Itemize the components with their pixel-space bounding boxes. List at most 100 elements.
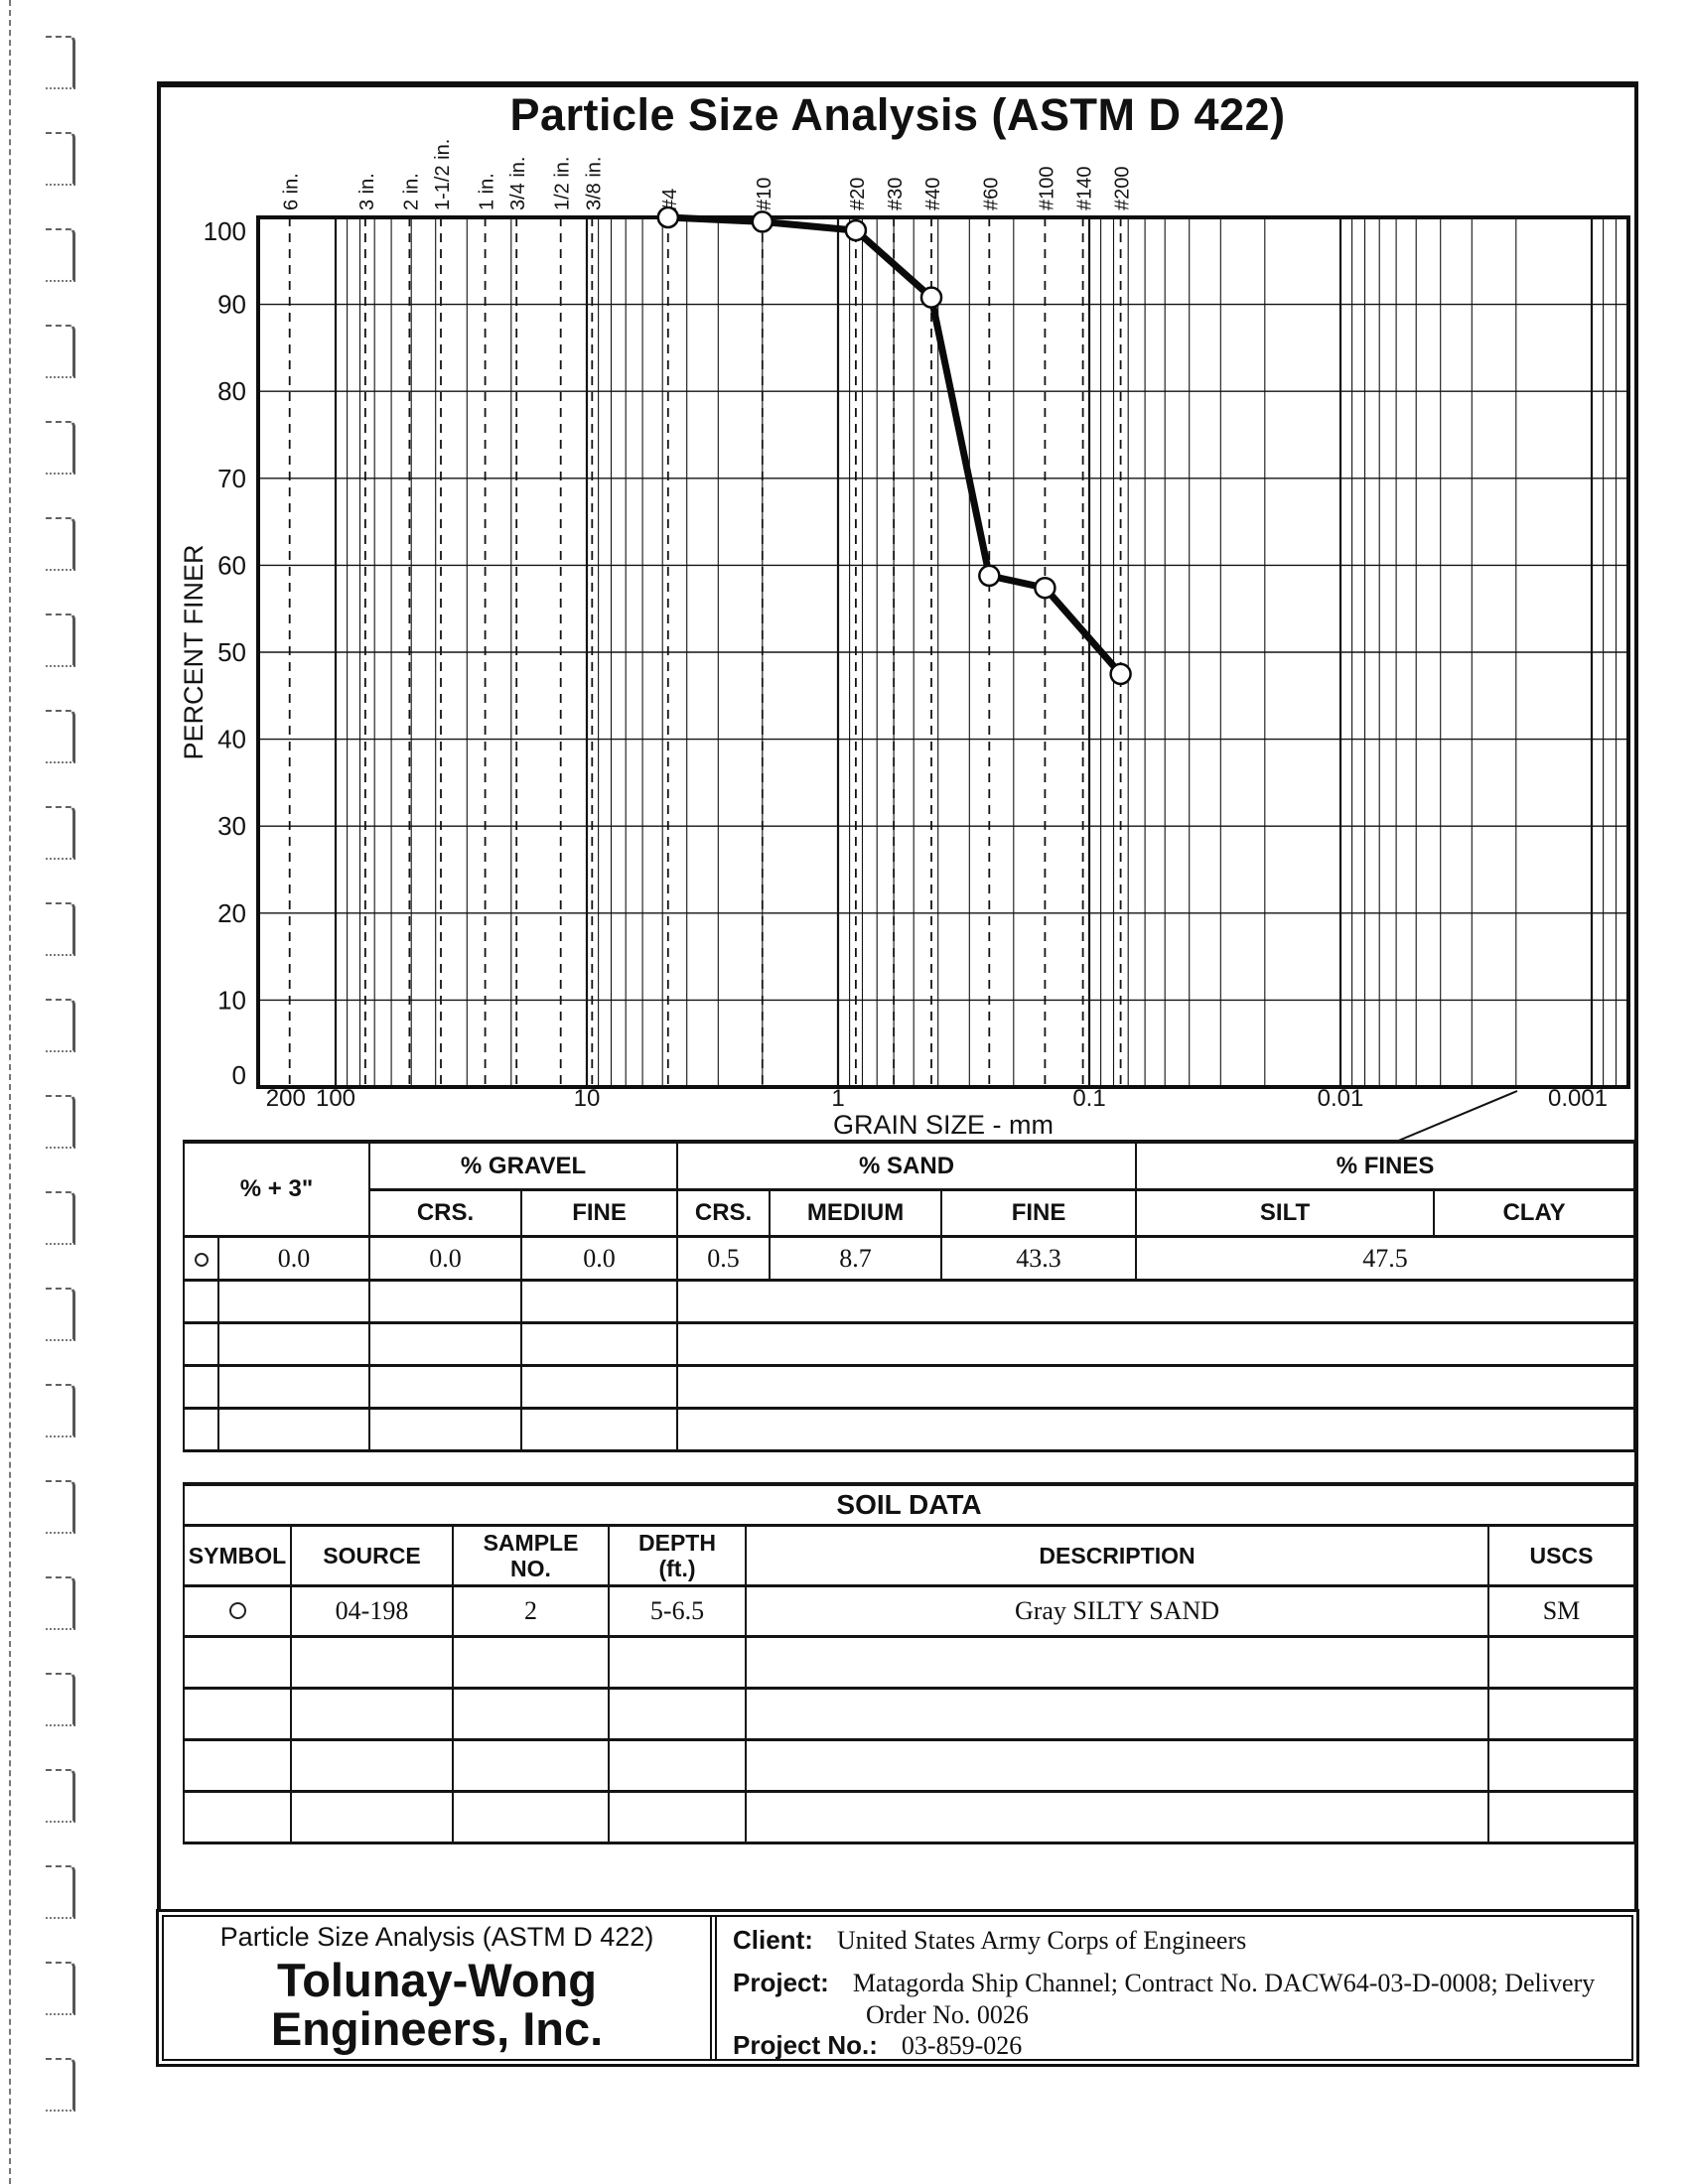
- soil-data-header-row: SYMBOL SOURCE SAMPLE NO. DEPTH (ft.) DES…: [183, 1524, 1636, 1587]
- sieve-label: #200: [1112, 167, 1134, 211]
- soil-data-table: SOIL DATA SYMBOL SOURCE SAMPLE NO. DEPTH…: [182, 1482, 1636, 1844]
- binder-hole-mark: [46, 902, 75, 956]
- project-no-value: 03-859-026: [901, 2031, 1023, 2060]
- sieve-label: 2 in.: [400, 173, 422, 210]
- sieve-label: 1/2 in.: [552, 157, 574, 210]
- plus3-header: % + 3": [182, 1140, 371, 1238]
- binder-hole-mark: [46, 1962, 75, 2015]
- plus3-value: 0.0: [216, 1235, 371, 1282]
- sieve-label: #100: [1036, 167, 1057, 211]
- project-row: Project: Matagorda Ship Channel; Contrac…: [733, 1968, 1620, 1998]
- sieve-label: #140: [1074, 167, 1096, 211]
- sieve-label: #40: [922, 178, 944, 210]
- symbol-header: SYMBOL: [183, 1524, 292, 1587]
- y-axis-tick-labels: 0 10 20 30 40 50 60 70 80 90 100: [204, 216, 246, 1090]
- sand-crs-value: 0.5: [676, 1235, 772, 1282]
- sieve-lines: 6 in. 3 in. 2 in. 1-1/2 in. 1 in. 3/4 in. 1/2 …: [281, 139, 1134, 1087]
- sieve-label: #4: [659, 189, 681, 210]
- fines-silt-header: SILT: [1135, 1188, 1436, 1238]
- binder-hole-mark: [46, 806, 75, 860]
- fractions-subheader-row: CRS. FINE CRS. MEDIUM FINE SILT CLAY: [184, 1188, 1636, 1238]
- uscs-value: SM: [1486, 1584, 1636, 1638]
- sand-crs-header: CRS.: [676, 1188, 772, 1238]
- fractions-empty-row: [183, 1407, 1636, 1452]
- y-axis-title: PERCENT FINER: [179, 544, 209, 759]
- sand-fine-header: FINE: [940, 1188, 1138, 1238]
- client-value: United States Army Corps of Engineers: [836, 1926, 1247, 1955]
- fractions-table: % + 3" % GRAVEL % SAND % FINES CRS. FINE…: [182, 1140, 1636, 1452]
- soil-empty-row: [183, 1790, 1636, 1844]
- binder-hole-mark: [46, 1384, 75, 1437]
- particle-size-chart: 6 in. 3 in. 2 in. 1-1/2 in. 1 in. 3/4 in. 1/2 …: [179, 139, 1630, 1143]
- svg-text:50: 50: [217, 637, 246, 667]
- x-axis-tick-labels: 200 100 10 1 0.1 0.01 0.001: [266, 1085, 1608, 1112]
- sieve-label: 3/4 in.: [507, 157, 529, 210]
- svg-text:10: 10: [574, 1085, 601, 1112]
- binder-edge-line: [9, 0, 11, 2184]
- project-no-label: Project No.:: [733, 2030, 878, 2060]
- fractions-header-row: % + 3" % GRAVEL % SAND % FINES: [182, 1140, 1636, 1238]
- svg-text:70: 70: [217, 464, 246, 493]
- sand-header: % SAND: [676, 1140, 1138, 1191]
- page-title: Particle Size Analysis (ASTM D 422): [509, 89, 1286, 140]
- binder-hole-mark: [46, 1576, 75, 1630]
- project-panel: Client: United States Army Corps of Engi…: [717, 1917, 1631, 2061]
- svg-text:60: 60: [217, 550, 246, 580]
- client-label: Client:: [733, 1925, 813, 1955]
- sample-no-header: SAMPLE NO.: [452, 1524, 610, 1587]
- gravel-crs-header: CRS.: [368, 1188, 523, 1238]
- sand-medium-value: 8.7: [769, 1235, 943, 1282]
- binder-hole-mark: [46, 1191, 75, 1245]
- company-name-line2: Engineers, Inc.: [270, 2002, 604, 2055]
- soil-data-title: SOIL DATA: [182, 1482, 1636, 1527]
- uscs-header: USCS: [1486, 1524, 1636, 1587]
- company-name-line1: Tolunay-Wong: [277, 1954, 597, 2007]
- source-value: 04-198: [290, 1584, 454, 1638]
- fines-value: 47.5: [1135, 1235, 1636, 1282]
- fractions-empty-row: [183, 1279, 1636, 1324]
- sieve-label: #20: [847, 178, 869, 210]
- svg-text:100: 100: [204, 216, 246, 246]
- fractions-empty-row: [183, 1321, 1636, 1367]
- svg-text:0: 0: [232, 1060, 246, 1090]
- svg-text:1: 1: [831, 1085, 844, 1112]
- source-header: SOURCE: [290, 1524, 454, 1587]
- title-block: Particle Size Analysis (ASTM D 422) Tolu…: [156, 1909, 1639, 2067]
- sieve-label: #30: [885, 178, 907, 210]
- soil-data-title-row: SOIL DATA: [182, 1482, 1636, 1527]
- binder-hole-mark: [46, 1673, 75, 1726]
- binder-hole-mark: [46, 325, 75, 378]
- svg-text:10: 10: [217, 985, 246, 1015]
- corner-leader-line: [1395, 1090, 1518, 1143]
- svg-text:200: 200: [266, 1085, 306, 1112]
- binder-hole-mark: [46, 132, 75, 186]
- svg-text:90: 90: [217, 290, 246, 320]
- binder-hole-mark: [46, 1288, 75, 1341]
- fines-header: % FINES: [1135, 1140, 1636, 1191]
- title-block-inner: Particle Size Analysis (ASTM D 422) Tolu…: [162, 1915, 1633, 2061]
- description-header: DESCRIPTION: [745, 1524, 1489, 1587]
- soil-empty-row: [183, 1738, 1636, 1793]
- binder-hole-mark: [46, 517, 75, 571]
- title-block-divider: [710, 1917, 717, 2059]
- sieve-label: 6 in.: [281, 173, 303, 210]
- sieve-label: #60: [980, 178, 1002, 210]
- binder-hole-mark: [46, 1095, 75, 1149]
- binder-hole-mark: [46, 421, 75, 475]
- sieve-label: #10: [754, 178, 775, 210]
- sieve-label: 3 in.: [356, 173, 378, 210]
- project-no-row: Project No.: 03-859-026: [733, 2030, 1620, 2061]
- sample-symbol-circle-icon: [194, 1252, 209, 1267]
- binder-hole-mark: [46, 1865, 75, 1919]
- report-type-label: Particle Size Analysis (ASTM D 422): [219, 1922, 654, 1953]
- horizontal-gridlines: [258, 303, 1628, 1002]
- svg-text:20: 20: [217, 898, 246, 928]
- binder-hole-mark: [46, 2058, 75, 2112]
- binder-hole-mark: [46, 614, 75, 667]
- binder-hole-mark: [46, 710, 75, 763]
- fractions-empty-row: [183, 1364, 1636, 1410]
- depth-header: DEPTH (ft.): [608, 1524, 747, 1587]
- sand-medium-header: MEDIUM: [769, 1188, 943, 1238]
- description-value: Gray SILTY SAND: [745, 1584, 1489, 1638]
